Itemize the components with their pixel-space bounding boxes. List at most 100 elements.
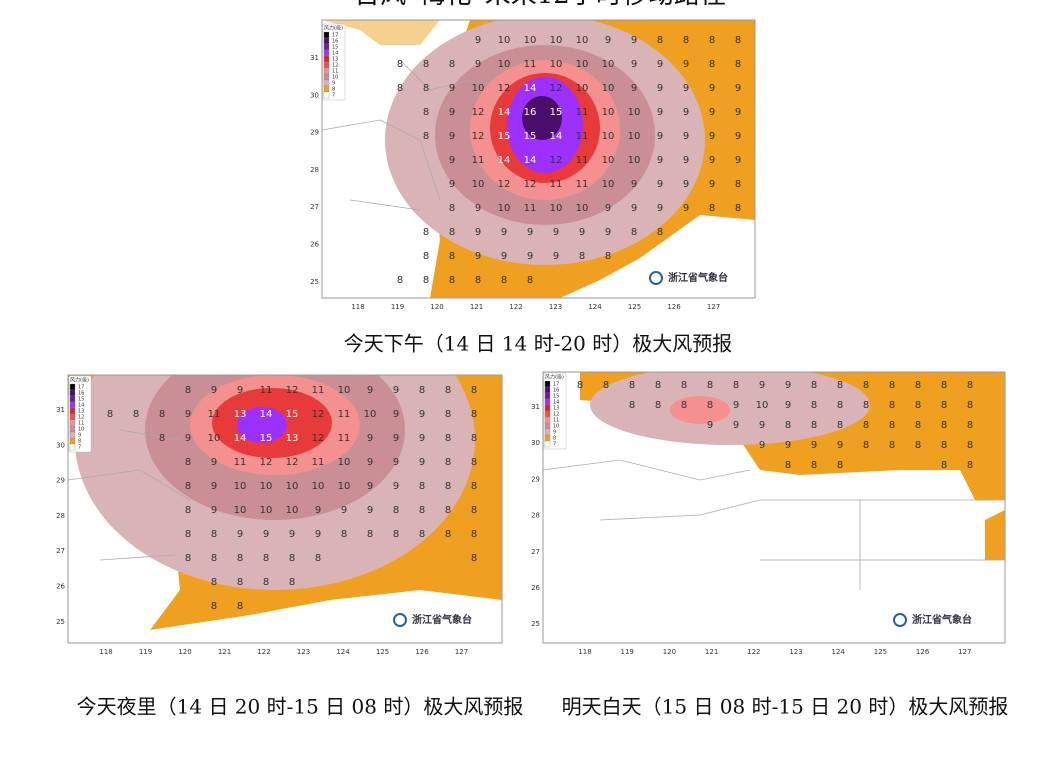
- wind-value: 9: [475, 227, 481, 238]
- wind-value: 8: [915, 420, 921, 431]
- y-tick-label: 31: [310, 54, 319, 62]
- wind-value: 9: [527, 227, 533, 238]
- page-title: 台风“梅花”未来12小时移动路径: [354, 0, 726, 10]
- x-tick-label: 125: [376, 648, 389, 656]
- wind-value: 8: [423, 107, 429, 118]
- legend-label: 17: [78, 385, 84, 391]
- wind-value: 8: [341, 529, 347, 540]
- wind-value: 8: [397, 83, 403, 94]
- legend-label: 15: [78, 397, 84, 403]
- wind-value: 8: [159, 433, 165, 444]
- wind-value: 8: [655, 400, 661, 411]
- legend-label: 11: [332, 69, 338, 75]
- wind-value: 8: [445, 457, 451, 468]
- wind-value: 9: [475, 35, 481, 46]
- legend-label: 9: [553, 430, 556, 436]
- wind-value: 8: [445, 433, 451, 444]
- wind-value: 8: [471, 505, 477, 516]
- wind-value: 9: [367, 433, 373, 444]
- x-tick-label: 126: [415, 648, 429, 656]
- x-tick-label: 119: [139, 648, 152, 656]
- map-frame: [542, 371, 1006, 644]
- wind-value: 8: [423, 59, 429, 70]
- wind-value: 8: [605, 251, 611, 262]
- wind-value: 11: [524, 59, 537, 70]
- legend-label: 16: [332, 39, 338, 45]
- wind-value: 9: [501, 227, 507, 238]
- wind-value: 8: [449, 251, 455, 262]
- wind-value: 10: [576, 203, 589, 214]
- wind-value: 8: [159, 409, 165, 420]
- wind-value: 9: [709, 83, 715, 94]
- legend-swatch: [69, 437, 76, 445]
- map-background: [543, 372, 1005, 643]
- legend-swatch: [544, 434, 551, 442]
- wind-value: 8: [289, 553, 295, 564]
- wind-value: 11: [338, 433, 351, 444]
- legend-swatch: [544, 416, 551, 424]
- wind-value: 15: [524, 131, 537, 142]
- wind-value: 8: [603, 380, 609, 391]
- wind-value: 8: [681, 380, 687, 391]
- legend-label: 11: [553, 418, 559, 424]
- legend-swatch: [323, 31, 330, 39]
- wind-value: 9: [735, 107, 741, 118]
- wind-value: 11: [338, 409, 351, 420]
- wind-value: 9: [605, 227, 611, 238]
- y-tick-label: 30: [310, 91, 319, 99]
- wind-value: 10: [524, 35, 537, 46]
- wind-value: 10: [576, 83, 589, 94]
- wind-value: 9: [393, 481, 399, 492]
- wind-value: 8: [785, 460, 791, 471]
- wind-value: 8: [263, 577, 269, 588]
- wind-value: 8: [107, 409, 113, 420]
- y-tick-label: 25: [56, 618, 65, 626]
- wind-value: 8: [811, 460, 817, 471]
- legend-swatch: [323, 49, 330, 57]
- wind-value: 10: [550, 59, 563, 70]
- x-tick-label: 122: [257, 648, 270, 656]
- wind-value: 8: [967, 380, 973, 391]
- map-frame: [67, 374, 503, 644]
- legend-label: 7: [553, 442, 556, 448]
- wind-value: 10: [498, 59, 511, 70]
- legend-title: 风力(级): [545, 374, 564, 381]
- wind-value: 8: [657, 227, 663, 238]
- wind-value: 12: [472, 107, 485, 118]
- legend-label: 12: [78, 415, 84, 421]
- wind-value: 9: [709, 131, 715, 142]
- wind-value: 8: [577, 380, 583, 391]
- wind-value: 12: [472, 131, 485, 142]
- wind-value: 9: [785, 380, 791, 391]
- wind-value: 9: [735, 155, 741, 166]
- logo-text: 浙江省气象台: [412, 613, 472, 626]
- wind-value: 8: [397, 59, 403, 70]
- y-tick-label: 31: [531, 403, 540, 411]
- y-tick-label: 25: [310, 278, 319, 286]
- wind-value: 8: [837, 380, 843, 391]
- wind-value: 10: [602, 179, 615, 190]
- wind-value: 9: [367, 457, 373, 468]
- wind-value: 9: [449, 155, 455, 166]
- wind-value: 9: [657, 131, 663, 142]
- wind-value: 10: [208, 433, 221, 444]
- wind-value: 10: [260, 505, 273, 516]
- x-tick-label: 120: [663, 648, 676, 656]
- legend-swatch: [323, 67, 330, 75]
- legend-label: 11: [78, 421, 84, 427]
- legend-label: 13: [553, 406, 559, 412]
- wind-value: 8: [735, 59, 741, 70]
- legend-label: 9: [332, 81, 335, 87]
- wind-value: 8: [941, 420, 947, 431]
- wind-value: 8: [709, 203, 715, 214]
- legend-label: 14: [78, 403, 84, 409]
- y-tick-label: 26: [531, 584, 540, 592]
- wind-value: 9: [475, 59, 481, 70]
- wind-value: 11: [472, 155, 485, 166]
- wind-value: 8: [863, 380, 869, 391]
- wind-value: 10: [234, 481, 247, 492]
- wind-value: 9: [449, 131, 455, 142]
- wind-value: 9: [631, 83, 637, 94]
- wind-value: 8: [289, 577, 295, 588]
- wind-value: 10: [338, 385, 351, 396]
